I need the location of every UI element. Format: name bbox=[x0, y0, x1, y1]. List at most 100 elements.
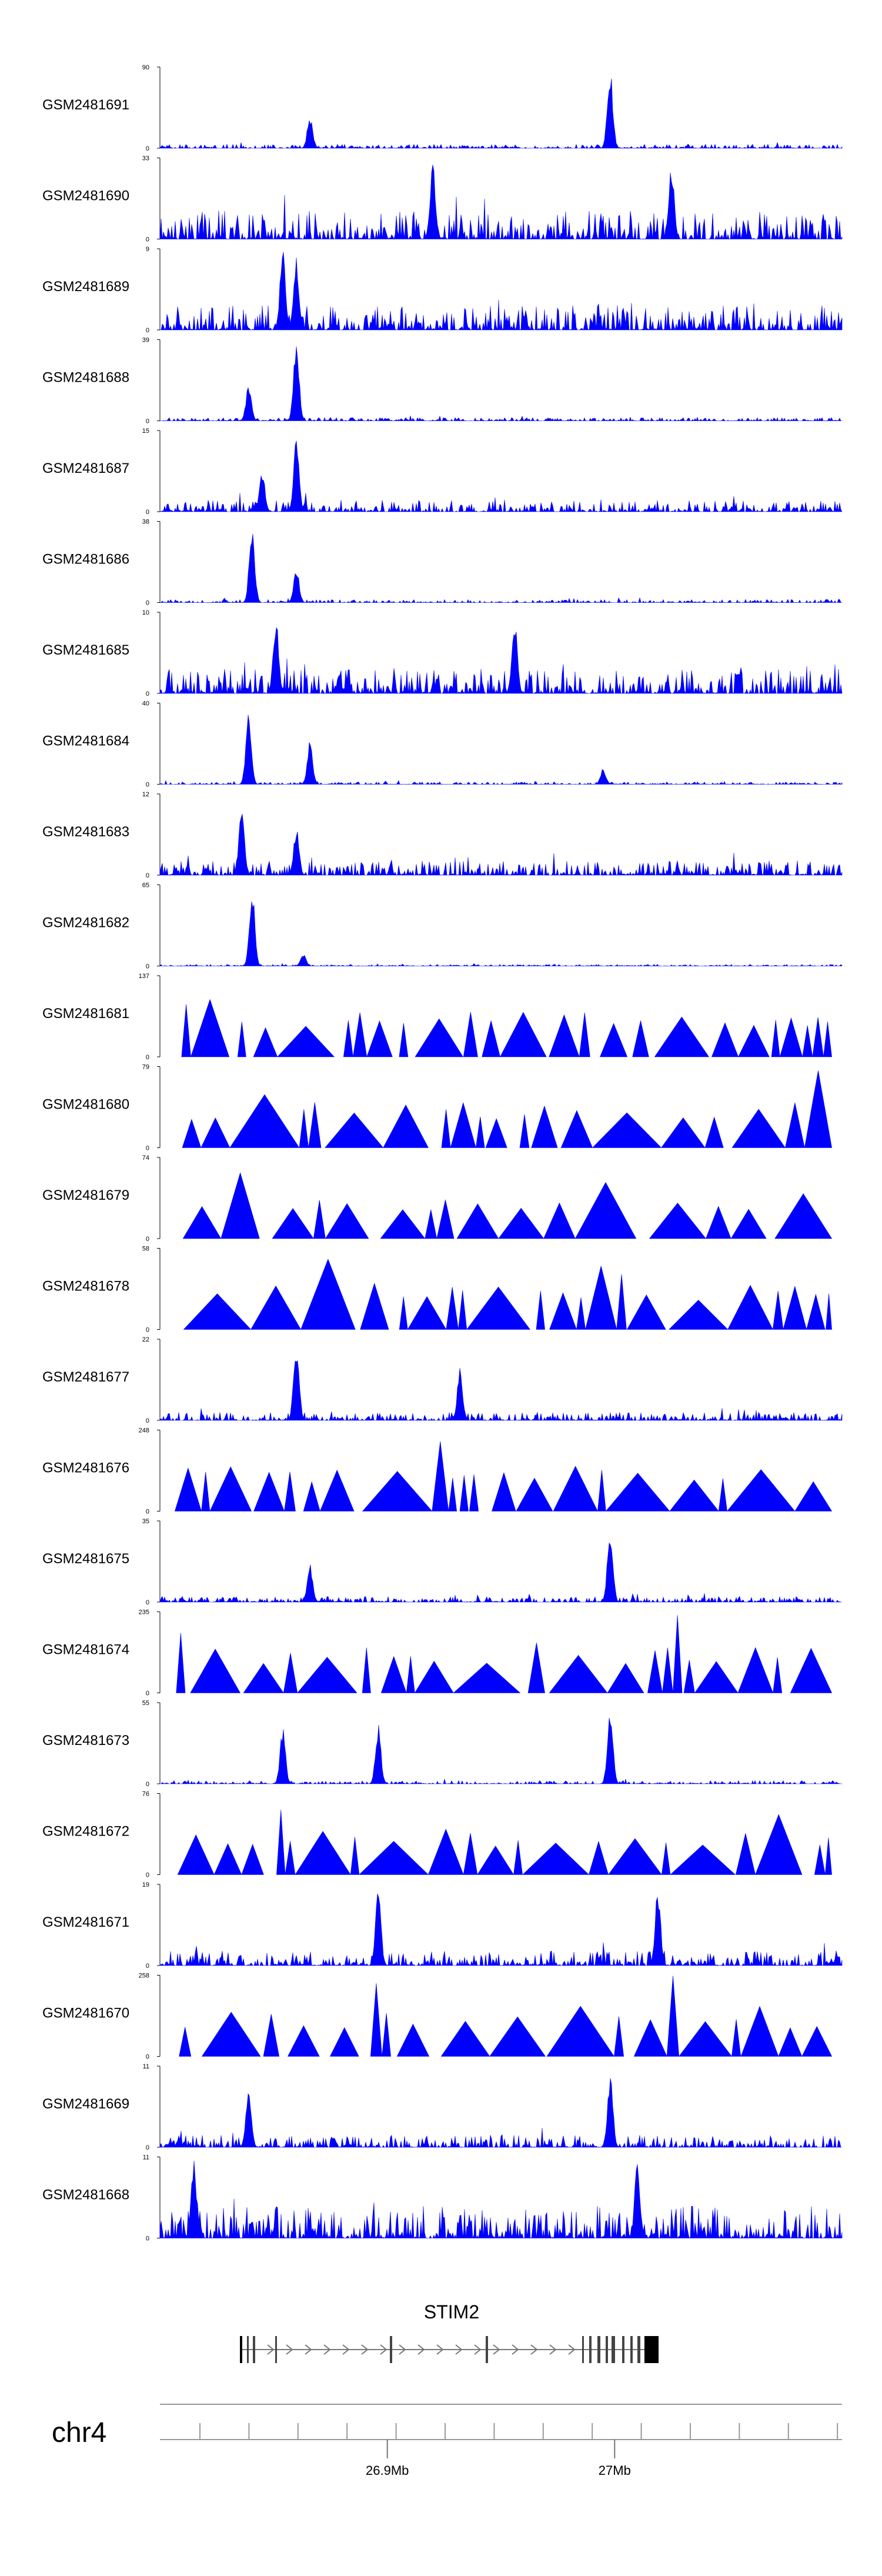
track-ymax-label: 258 bbox=[139, 1973, 149, 1980]
track-label: GSM2481690 bbox=[42, 188, 129, 204]
track-GSM2481675: GSM2481675 35 0 bbox=[42, 1518, 842, 1606]
track-GSM2481688: GSM2481688 39 0 bbox=[42, 337, 843, 425]
track-ymin-label: 0 bbox=[146, 1690, 149, 1697]
track-GSM2481678: GSM2481678 58 0 bbox=[42, 1246, 832, 1334]
track-GSM2481683: GSM2481683 12 0 bbox=[42, 791, 843, 879]
track-label: GSM2481668 bbox=[42, 2187, 129, 2203]
track-label: GSM2481679 bbox=[42, 1187, 129, 1203]
track-label: GSM2481689 bbox=[42, 279, 129, 295]
axis-tick-label: 27Mb bbox=[599, 2463, 631, 2478]
track-ymax-label: 248 bbox=[139, 1427, 149, 1434]
gene-exon bbox=[637, 2336, 640, 2363]
strand-arrow-icon bbox=[286, 2344, 293, 2355]
track-GSM2481691: GSM2481691 90 0 bbox=[42, 64, 843, 152]
coverage-tracks: GSM2481691900GSM2481690330GSM248168990GS… bbox=[42, 64, 843, 2243]
strand-arrow-icon bbox=[267, 2344, 275, 2355]
strand-arrow-icon bbox=[323, 2344, 331, 2355]
coverage-area bbox=[183, 1259, 832, 1330]
track-ymin-label: 0 bbox=[146, 1963, 149, 1970]
track-ymax-label: 33 bbox=[142, 155, 149, 162]
track-ymax-label: 38 bbox=[142, 519, 149, 526]
coverage-area bbox=[179, 1976, 833, 2057]
strand-arrow-icon bbox=[399, 2344, 406, 2355]
gene-exon bbox=[253, 2336, 255, 2363]
gene-annotation-track: STIM2 bbox=[240, 2301, 659, 2363]
track-GSM2481689: GSM2481689 9 0 bbox=[42, 246, 843, 334]
track-ymin-label: 0 bbox=[146, 600, 149, 607]
coverage-area bbox=[159, 1893, 843, 1967]
gene-exon bbox=[653, 2336, 659, 2363]
track-label: GSM2481685 bbox=[42, 642, 129, 658]
coverage-area bbox=[159, 165, 843, 240]
track-ymax-label: 58 bbox=[142, 1246, 149, 1253]
track-ymin-label: 0 bbox=[146, 1145, 149, 1152]
track-label: GSM2481682 bbox=[42, 915, 129, 931]
strand-arrow-icon bbox=[568, 2344, 576, 2355]
track-ymax-label: 10 bbox=[142, 609, 149, 616]
track-ymin-label: 0 bbox=[146, 1781, 149, 1788]
track-ymin-label: 0 bbox=[146, 1054, 149, 1061]
track-label: GSM2481683 bbox=[42, 824, 129, 840]
track-label: GSM2481669 bbox=[42, 2096, 129, 2112]
track-label: GSM2481686 bbox=[42, 552, 129, 568]
gene-exon bbox=[247, 2336, 249, 2363]
track-GSM2481674: GSM2481674 235 0 bbox=[42, 1609, 833, 1697]
track-GSM2481672: GSM2481672 76 0 bbox=[42, 1791, 832, 1879]
track-label: GSM2481681 bbox=[42, 1006, 129, 1022]
gene-exon bbox=[390, 2336, 392, 2363]
track-GSM2481687: GSM2481687 15 0 bbox=[42, 428, 843, 516]
axis-tick-label: 26.9Mb bbox=[366, 2463, 409, 2478]
track-label: GSM2481676 bbox=[42, 1460, 129, 1476]
track-ymin-label: 0 bbox=[146, 2054, 149, 2061]
track-GSM2481680: GSM2481680 79 0 bbox=[42, 1064, 832, 1152]
track-GSM2481676: GSM2481676 248 0 bbox=[42, 1427, 833, 1516]
coverage-area bbox=[159, 78, 843, 149]
track-ymin-label: 0 bbox=[146, 1599, 149, 1606]
track-ymax-label: 11 bbox=[143, 2154, 149, 2161]
track-label: GSM2481675 bbox=[42, 1551, 129, 1567]
track-GSM2481668: GSM2481668 11 0 bbox=[42, 2154, 843, 2243]
coverage-area bbox=[159, 2161, 843, 2239]
strand-arrow-icon bbox=[417, 2344, 425, 2355]
track-ymax-label: 12 bbox=[142, 791, 149, 798]
coverage-area bbox=[159, 533, 843, 603]
coverage-area bbox=[159, 1360, 843, 1422]
track-ymin-label: 0 bbox=[146, 418, 149, 425]
coverage-area bbox=[159, 346, 843, 422]
gene-exon bbox=[582, 2336, 584, 2363]
track-label: GSM2481671 bbox=[42, 1914, 129, 1930]
strand-arrow-icon bbox=[305, 2344, 312, 2355]
gene-exon bbox=[630, 2336, 633, 2363]
gene-name-label: STIM2 bbox=[424, 2301, 479, 2323]
strand-arrow-icon bbox=[380, 2344, 387, 2355]
strand-arrow-icon bbox=[493, 2344, 500, 2355]
coverage-area bbox=[182, 1070, 832, 1148]
chromosome-label: chr4 bbox=[52, 2417, 106, 2448]
track-ymax-label: 235 bbox=[139, 1609, 149, 1616]
track-GSM2481681: GSM2481681 137 0 bbox=[42, 973, 832, 1061]
track-GSM2481673: GSM2481673 55 0 bbox=[42, 1700, 843, 1788]
gene-exon bbox=[606, 2336, 608, 2363]
track-GSM2481671: GSM2481671 19 0 bbox=[42, 1881, 843, 1970]
track-label: GSM2481687 bbox=[42, 461, 129, 476]
coverage-area bbox=[159, 814, 843, 876]
gene-exon bbox=[612, 2336, 615, 2363]
track-ymin-label: 0 bbox=[146, 1509, 149, 1516]
strand-arrow-icon bbox=[512, 2344, 519, 2355]
strand-arrow-icon bbox=[530, 2344, 538, 2355]
track-GSM2481685: GSM2481685 10 0 bbox=[42, 609, 843, 698]
gene-exon bbox=[644, 2336, 655, 2363]
track-ymax-label: 40 bbox=[142, 700, 149, 708]
track-ymin-label: 0 bbox=[146, 1872, 149, 1879]
track-ymax-label: 19 bbox=[142, 1881, 149, 1888]
track-ymax-label: 35 bbox=[142, 1518, 149, 1525]
track-label: GSM2481674 bbox=[42, 1642, 129, 1658]
gene-exon bbox=[275, 2336, 277, 2363]
strand-arrow-icon bbox=[549, 2344, 557, 2355]
track-label: GSM2481673 bbox=[42, 1733, 129, 1749]
track-GSM2481679: GSM2481679 74 0 bbox=[42, 1154, 833, 1243]
track-ymin-label: 0 bbox=[146, 236, 149, 243]
track-GSM2481669: GSM2481669 11 0 bbox=[42, 2063, 842, 2151]
gene-exon bbox=[622, 2336, 624, 2363]
